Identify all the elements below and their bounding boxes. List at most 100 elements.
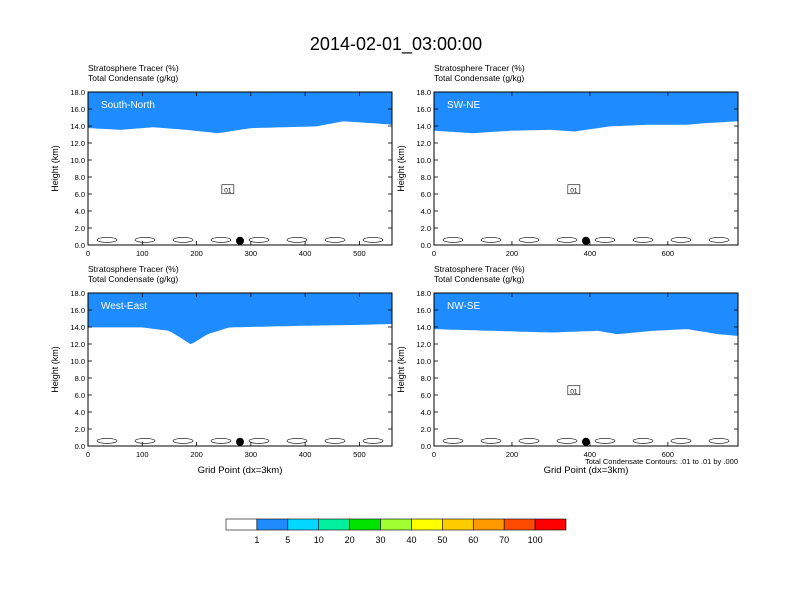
condensate-contour	[362, 237, 384, 243]
colorbar-segment	[380, 518, 412, 531]
colorbar-segment	[411, 518, 443, 531]
tracer-band	[88, 92, 392, 134]
plot-area	[434, 92, 738, 243]
x-tick-label: 500	[353, 249, 366, 258]
colorbar-label: 70	[499, 535, 509, 545]
y-tick-label: 8.0	[421, 173, 431, 182]
x-tick-label: 400	[584, 450, 597, 459]
footnote: Total Condensate Contours: .01 to .01 by…	[585, 457, 738, 466]
contour-label-box	[567, 184, 581, 195]
x-tick-label: 0	[86, 450, 90, 459]
y-tick-label: 10.0	[70, 156, 85, 165]
colorbar-segment	[318, 518, 350, 531]
panel-west-east: 0.0 2.0 4.0 6.0 8.0 10.0 12.0 14.0 16.0 18.0 0 100 2…	[50, 264, 393, 476]
colorbar-label: 5	[285, 535, 290, 545]
y-tick-label: 12.0	[70, 139, 85, 148]
y-tick-label: 4.0	[75, 408, 85, 417]
panel-header-tracer: Stratosphere Tracer (%)	[434, 63, 525, 73]
y-tick-label: 6.0	[75, 190, 85, 199]
condensate-contour	[172, 237, 194, 243]
y-tick-label: 8.0	[421, 374, 431, 383]
panel-header-condensate: Total Condensate (g/kg)	[434, 274, 524, 284]
x-tick-label: 600	[662, 249, 675, 258]
condensate-contour	[248, 237, 270, 243]
colorbar-label: 50	[437, 535, 447, 545]
contour-label: 01	[570, 187, 578, 194]
x-tick-label: 0	[432, 249, 436, 258]
y-axis-label: Height (km)	[396, 346, 406, 393]
y-tick-label: 18.0	[416, 289, 431, 298]
contour-label: 01	[570, 388, 578, 395]
plot-frame	[433, 91, 739, 246]
x-tick-label: 200	[506, 249, 519, 258]
y-tick-label: 18.0	[416, 88, 431, 97]
y-tick-label: 0.0	[75, 241, 85, 250]
colorbar-label: 1	[254, 535, 259, 545]
colorbar-segment	[534, 518, 567, 531]
panel-south-north: 0.0 2.0 4.0 6.0 8.0 10.0 12.0 14.0 16.0 18.0 0 100 2…	[50, 63, 393, 258]
y-tick-label: 0.0	[75, 442, 85, 451]
panel-header-tracer: Stratosphere Tracer (%)	[88, 63, 179, 73]
panel-header-tracer: Stratosphere Tracer (%)	[434, 264, 525, 274]
location-marker	[582, 236, 590, 245]
x-tick-label: 400	[299, 249, 312, 258]
y-tick-label: 6.0	[75, 391, 85, 400]
y-tick-label: 16.0	[416, 306, 431, 315]
y-tick-label: 2.0	[421, 224, 431, 233]
y-tick-label: 14.0	[416, 323, 431, 332]
y-tick-label: 14.0	[70, 122, 85, 131]
colorbar-segment	[442, 518, 474, 531]
condensate-contour	[210, 237, 232, 243]
contour-label-box	[221, 184, 235, 195]
condensate-contour	[442, 438, 464, 444]
y-tick-label: 14.0	[416, 122, 431, 131]
y-tick-label: 8.0	[75, 173, 85, 182]
panel-header-tracer: Stratosphere Tracer (%)	[88, 264, 179, 274]
tracer-band	[434, 92, 738, 134]
x-tick-label: 500	[353, 450, 366, 459]
condensate-contour	[324, 438, 346, 444]
condensate-contour	[670, 237, 692, 243]
x-tick-label: 400	[299, 450, 312, 459]
panel-name: NW-SE	[447, 301, 480, 312]
condensate-contour	[442, 237, 464, 243]
y-tick-label: 6.0	[421, 391, 431, 400]
panel-name: South-North	[101, 100, 155, 111]
condensate-contour	[556, 237, 578, 243]
x-tick-label: 200	[506, 450, 519, 459]
y-tick-label: 14.0	[70, 323, 85, 332]
tracer-band	[88, 293, 392, 345]
condensate-contour	[286, 237, 308, 243]
contour-label: 01	[224, 187, 232, 194]
y-tick-label: 10.0	[416, 156, 431, 165]
y-tick-label: 12.0	[70, 340, 85, 349]
condensate-contour	[556, 438, 578, 444]
x-tick-label: 400	[584, 249, 597, 258]
condensate-contour	[480, 237, 502, 243]
panel-header-condensate: Total Condensate (g/kg)	[88, 73, 178, 83]
y-tick-label: 2.0	[421, 425, 431, 434]
colorbar-segment	[503, 518, 536, 531]
condensate-contour	[286, 438, 308, 444]
colorbar-segment	[349, 518, 381, 531]
plot-frame	[87, 91, 393, 246]
contour-label-box	[567, 385, 581, 396]
x-tick-label: 100	[136, 450, 149, 459]
x-axis-label: Grid Point (dx=3km)	[544, 465, 629, 476]
condensate-contour	[248, 438, 270, 444]
condensate-contour	[708, 237, 730, 243]
colorbar-label: 40	[406, 535, 416, 545]
condensate-contour	[594, 237, 616, 243]
y-tick-label: 12.0	[416, 139, 431, 148]
x-axis-label: Grid Point (dx=3km)	[198, 465, 283, 476]
y-tick-label: 4.0	[75, 207, 85, 216]
y-tick-label: 2.0	[75, 224, 85, 233]
condensate-contour	[670, 438, 692, 444]
condensate-contour	[96, 438, 118, 444]
y-tick-label: 6.0	[421, 190, 431, 199]
colorbar-segment	[472, 518, 505, 531]
colorbar: 1 5 10 20 30 40 50 60 70 100	[225, 518, 567, 545]
y-tick-label: 0.0	[421, 442, 431, 451]
condensate-contour	[518, 438, 540, 444]
